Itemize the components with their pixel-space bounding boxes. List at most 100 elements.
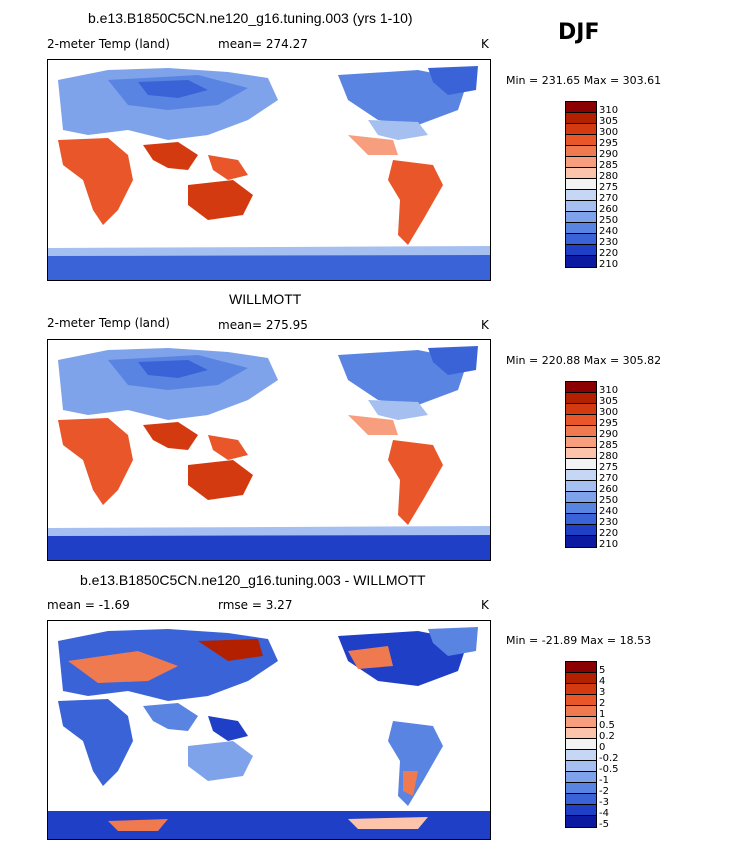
colorbar-swatch [566,146,596,157]
colorbar-label: 260 [599,204,619,215]
colorbar-label: 280 [599,451,619,462]
colorbar-label: 295 [599,138,619,149]
panel-3-minmax: Min = -21.89 Max = 18.53 [506,634,652,647]
colorbar-label: 210 [599,539,619,550]
panel-1-colorbar [565,101,597,268]
season-label: DJF [558,20,600,45]
colorbar-label: 260 [599,484,619,495]
panel-3-units: K [481,598,489,612]
colorbar-label: -1 [599,775,609,786]
panel-2-variable-label: 2-meter Temp (land) [47,316,170,330]
panel-3-rmse-label: rmse = 3.27 [218,598,293,612]
colorbar-swatch [566,426,596,437]
colorbar-swatch [566,717,596,728]
colorbar-label: 210 [599,259,619,270]
colorbar-swatch [566,536,596,547]
panel-2-mean-label: mean= 275.95 [218,318,308,332]
colorbar-label: 240 [599,226,619,237]
colorbar-swatch [566,783,596,794]
colorbar-swatch [566,739,596,750]
panel-2-units: K [481,318,489,332]
colorbar-label: -2 [599,786,609,797]
colorbar-label: 285 [599,440,619,451]
colorbar-swatch [566,157,596,168]
colorbar-label: 230 [599,237,619,248]
colorbar-swatch [566,223,596,234]
panel-1-minmax: Min = 231.65 Max = 303.61 [506,74,662,87]
panel-2-map-svg [48,346,490,560]
colorbar-label: 295 [599,418,619,429]
colorbar-label: 305 [599,116,619,127]
panel-1-title: b.e13.B1850C5CN.ne120_g16.tuning.003 (yr… [88,10,413,26]
colorbar-label: -0.5 [599,764,619,775]
colorbar-label: 220 [599,528,619,539]
colorbar-swatch [566,212,596,223]
colorbar-swatch [566,168,596,179]
colorbar-swatch [566,772,596,783]
colorbar-swatch [566,404,596,415]
colorbar-label: 290 [599,149,619,160]
panel-3-map-svg [48,627,490,839]
panel-1-variable-label: 2-meter Temp (land) [47,37,170,51]
colorbar-swatch [566,245,596,256]
colorbar-swatch [566,437,596,448]
colorbar-label: 240 [599,506,619,517]
colorbar-swatch [566,393,596,404]
panel-3-mean-label: mean = -1.69 [47,598,130,612]
colorbar-swatch [566,470,596,481]
colorbar-swatch [566,805,596,816]
colorbar-swatch [566,761,596,772]
colorbar-swatch [566,794,596,805]
colorbar-swatch [566,684,596,695]
colorbar-label: 3 [599,687,606,698]
colorbar-swatch [566,179,596,190]
panel-3-title: b.e13.B1850C5CN.ne120_g16.tuning.003 - W… [80,572,426,588]
colorbar-label: 270 [599,193,619,204]
panel-1-mean-label: mean= 274.27 [218,37,308,51]
colorbar-label: 230 [599,517,619,528]
colorbar-label: -5 [599,819,609,830]
panel-1-map [47,59,491,281]
colorbar-swatch [566,201,596,212]
colorbar-label: 305 [599,396,619,407]
colorbar-label: 310 [599,105,619,116]
colorbar-swatch [566,102,596,113]
panel-2-title: WILLMOTT [229,291,302,307]
colorbar-label: 250 [599,495,619,506]
panel-1-units: K [481,37,489,51]
panel-2-map [47,339,491,561]
colorbar-label: 220 [599,248,619,259]
colorbar-label: 250 [599,215,619,226]
colorbar-label: 300 [599,127,619,138]
colorbar-label: -4 [599,808,609,819]
colorbar-swatch [566,459,596,470]
colorbar-label: 280 [599,171,619,182]
colorbar-swatch [566,673,596,684]
panel-3-map [47,620,491,840]
colorbar-swatch [566,662,596,673]
colorbar-swatch [566,816,596,827]
colorbar-swatch [566,256,596,267]
colorbar-label: 0 [599,742,606,753]
colorbar-swatch [566,234,596,245]
colorbar-swatch [566,415,596,426]
panel-2-minmax: Min = 220.88 Max = 305.82 [506,354,662,367]
colorbar-label: 275 [599,182,619,193]
colorbar-swatch [566,481,596,492]
colorbar-label: 0.2 [599,731,615,742]
colorbar-swatch [566,695,596,706]
colorbar-label: 2 [599,698,606,709]
panel-3-colorbar [565,661,597,828]
colorbar-swatch [566,124,596,135]
colorbar-swatch [566,503,596,514]
colorbar-label: 0.5 [599,720,615,731]
panel-2-colorbar [565,381,597,548]
colorbar-swatch [566,190,596,201]
colorbar-swatch [566,728,596,739]
colorbar-swatch [566,135,596,146]
colorbar-label: 5 [599,665,606,676]
colorbar-swatch [566,448,596,459]
colorbar-label: 285 [599,160,619,171]
colorbar-swatch [566,750,596,761]
colorbar-label: 290 [599,429,619,440]
